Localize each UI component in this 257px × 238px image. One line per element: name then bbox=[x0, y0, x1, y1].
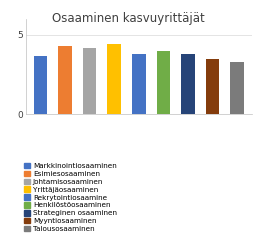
Bar bbox=[206, 59, 219, 114]
Bar bbox=[107, 45, 121, 114]
Text: Osaaminen kasvuyrittäjät: Osaaminen kasvuyrittäjät bbox=[52, 12, 205, 25]
Bar bbox=[181, 54, 195, 114]
Bar bbox=[83, 48, 96, 114]
Bar bbox=[157, 51, 170, 114]
Bar bbox=[230, 62, 244, 114]
Bar bbox=[34, 55, 47, 114]
Bar bbox=[58, 46, 72, 114]
Bar bbox=[132, 54, 145, 114]
Legend: Markkinointiosaaminen, Esimiesosaaminen, Johtamisosaaminen, Yrittäjäosaaminen, R: Markkinointiosaaminen, Esimiesosaaminen,… bbox=[24, 163, 117, 232]
